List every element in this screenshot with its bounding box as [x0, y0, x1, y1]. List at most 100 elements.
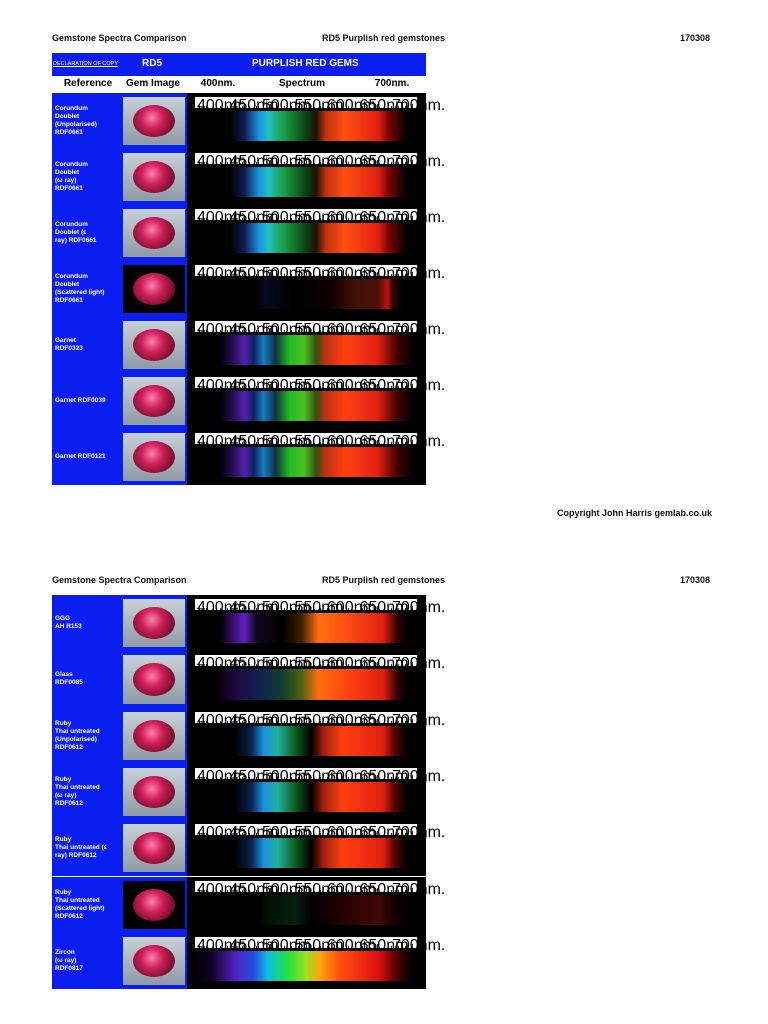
- scale-tick: [397, 218, 399, 220]
- scale-tick: [298, 330, 300, 332]
- scale-tick: [355, 162, 357, 164]
- gem: [133, 441, 175, 473]
- spectrum-band: [187, 335, 426, 365]
- scale-tick: [412, 831, 413, 836]
- scale-tick: [412, 887, 413, 892]
- scale-tick: [326, 945, 328, 948]
- scale-tick: [341, 943, 342, 948]
- gem: [133, 888, 175, 921]
- scale-tick: [277, 442, 279, 444]
- scale-tick: [234, 216, 236, 220]
- scale-tick: [326, 776, 328, 779]
- scale-label: 700nm.: [392, 209, 446, 226]
- scale-tick: [333, 218, 335, 220]
- scale-tick: [248, 330, 250, 332]
- scale-label: 550nm: [294, 153, 344, 170]
- gem-image: [123, 97, 185, 145]
- scale-tick: [369, 218, 371, 220]
- scale-tick: [355, 274, 357, 276]
- scale-tick: [220, 720, 222, 723]
- scale-label: 400nm.: [197, 880, 251, 898]
- scale-tick: [284, 720, 286, 723]
- scale-tick: [248, 889, 250, 892]
- gem-image-cell: [120, 149, 187, 205]
- scale-tick: [333, 330, 335, 332]
- scale-tick: [227, 833, 229, 836]
- gem: [133, 105, 175, 137]
- header-subtitle: RD5 Purplish red gemstones: [322, 575, 446, 585]
- scale-tick: [206, 608, 208, 610]
- scale-tick: [241, 720, 243, 723]
- scale-tick: [199, 104, 200, 108]
- gem-image-cell: [120, 707, 187, 764]
- scale-tick: [220, 889, 222, 892]
- gem-image: [123, 265, 185, 313]
- spectrum-cell: 400nm. 450nm 500nm. 550nm 600nm. 650nm. 700nm.: [187, 932, 445, 990]
- scale-tick: [412, 272, 413, 276]
- scale-tick: [376, 831, 378, 836]
- scale-tick: [390, 776, 392, 779]
- scale-tick: [206, 833, 208, 836]
- scale-tick: [270, 887, 271, 892]
- declaration-link[interactable]: DECLARATION OF COPY: [53, 61, 118, 67]
- scale-tick: [241, 776, 243, 779]
- scale-tick: [312, 945, 314, 948]
- scale-tick: [341, 774, 342, 779]
- spectrum-band: [187, 950, 426, 982]
- scale-tick: [262, 945, 264, 948]
- scale-tick: [376, 662, 378, 667]
- spectrum-cell: 400nm. 450nm 500nm. 550nm 600nm. 650nm. 700nm.: [187, 261, 445, 317]
- scale-tick: [284, 386, 286, 388]
- scale-tick: [227, 889, 229, 892]
- scale-label: 500nm.: [262, 824, 316, 842]
- scale-tick: [199, 272, 200, 276]
- scale-tick: [362, 889, 364, 892]
- scale-tick: [291, 776, 293, 779]
- scale-tick: [206, 720, 208, 723]
- scale-tick: [376, 440, 378, 444]
- spectrum-scale: 400nm. 450nm 500nm. 550nm 600nm. 650nm. 700nm.: [195, 936, 445, 954]
- scale-tick: [404, 442, 406, 444]
- scale-tick: [241, 106, 243, 108]
- scale-tick: [298, 608, 300, 610]
- spectrum-scale: 400nm. 450nm 500nm. 550nm 600nm. 650nm. 700nm.: [195, 153, 445, 170]
- scale-tick: [206, 386, 208, 388]
- spectrum-band: [187, 725, 426, 756]
- scale-tick: [199, 606, 200, 610]
- scale-tick: [255, 664, 257, 667]
- scale-tick: [348, 442, 350, 444]
- scale-tick: [312, 889, 314, 892]
- scale-tick: [376, 328, 378, 332]
- scale-tick: [206, 218, 208, 220]
- scale-tick: [383, 833, 385, 836]
- scale-label: 550nm: [294, 767, 344, 785]
- scale-tick: [284, 833, 286, 836]
- scale-tick: [291, 330, 293, 332]
- spectrum-cell: 400nm. 450nm 500nm. 550nm 600nm. 650nm. 700nm.: [187, 651, 445, 708]
- scale-tick: [298, 720, 300, 723]
- scale-label: 400nm.: [197, 767, 251, 785]
- scale-tick: [234, 272, 236, 276]
- scale-tick: [390, 330, 392, 332]
- scale-tick: [220, 386, 222, 388]
- scale-tick: [341, 272, 342, 276]
- scale-tick: [390, 608, 392, 610]
- scale-tick: [241, 386, 243, 388]
- scale-tick: [213, 330, 215, 332]
- scale-tick: [412, 440, 413, 444]
- scale-label: 600nm.: [327, 153, 381, 170]
- scale-tick: [383, 330, 385, 332]
- scale-tick: [312, 218, 314, 220]
- scale-tick: [312, 274, 314, 276]
- scale-tick: [312, 442, 314, 444]
- scale-tick: [277, 162, 279, 164]
- scale-tick: [262, 776, 264, 779]
- scale-tick: [284, 330, 286, 332]
- scale-tick: [355, 664, 357, 667]
- scale-label: 700nm.: [392, 153, 446, 170]
- scale-tick: [383, 386, 385, 388]
- scale-tick: [255, 608, 257, 610]
- scale-tick: [348, 889, 350, 892]
- scale-tick: [277, 776, 279, 779]
